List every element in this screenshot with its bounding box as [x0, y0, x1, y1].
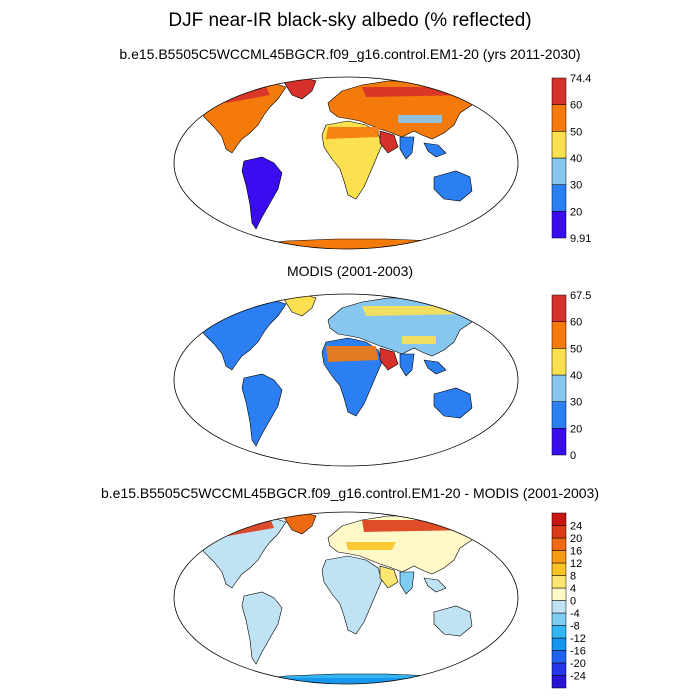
colorbar-tick-label: 40	[570, 153, 582, 165]
colorbar-tick-label: 16	[570, 546, 582, 558]
albedo-band-1	[362, 520, 472, 532]
albedo-band-3	[398, 115, 442, 123]
land-region-seAsia	[423, 142, 447, 158]
colorbar: 0 20 30 40 50 60 67.5	[551, 290, 591, 462]
colorbar-tick-label: 0	[570, 596, 576, 608]
colorbar-tick-label: 0	[570, 450, 576, 462]
colorbar-segment	[551, 537, 567, 551]
colorbar-segment	[551, 321, 567, 349]
colorbar-tick-label: 20	[570, 533, 582, 545]
land-region-greenland	[281, 77, 317, 100]
land-region-australia	[433, 605, 473, 637]
land-region-arabia	[379, 565, 399, 589]
colorbar-segment	[551, 77, 567, 105]
colorbar-segment	[551, 401, 567, 429]
colorbar-tick-label: 24	[570, 521, 582, 533]
colorbar-segment	[551, 374, 567, 402]
colorbar-tick-label: 60	[570, 317, 582, 329]
colorbar-tick-label: -4	[570, 608, 580, 620]
albedo-band-0	[221, 87, 270, 103]
colorbar-tick-label: 20	[570, 206, 582, 218]
colorbar-segment	[551, 637, 567, 651]
land-region-india	[399, 136, 415, 160]
colorbar-segment	[551, 675, 567, 689]
colorbar-tick-label: 12	[570, 558, 582, 570]
colorbar-tick-label: 50	[570, 343, 582, 355]
colorbar-segment	[551, 157, 567, 185]
colorbar-tick-label: 30	[570, 180, 582, 192]
panel2-map: 0 20 30 40 50 60 67.5	[173, 290, 591, 467]
albedo-band-1	[362, 87, 472, 97]
albedo-band-2	[346, 542, 396, 550]
colorbar-tick-label: 8	[570, 571, 576, 583]
colorbar-segment	[551, 587, 567, 601]
colorbar-tick-label: 50	[570, 126, 582, 138]
colorbar-tick-label: 20	[570, 423, 582, 435]
map-frame	[173, 293, 519, 467]
colorbar-segment	[551, 550, 567, 564]
colorbar-segment	[551, 211, 567, 239]
land-region-southAmerica	[241, 591, 283, 665]
land-region-australia	[433, 170, 473, 202]
colorbar-tick-label: -12	[570, 633, 586, 645]
colorbar-segment	[551, 294, 567, 322]
colorbar-tick-label: -20	[570, 658, 586, 670]
map-frame	[173, 511, 519, 685]
map-frame	[173, 76, 519, 250]
colorbar: 9.91 20 30 40 50 60 74.4	[551, 73, 591, 245]
panel3-subtitle: b.e15.B5505C5WCCML45BGCR.f09_g16.control…	[100, 485, 600, 501]
colorbar-tick-label: 40	[570, 370, 582, 382]
land-region-india	[399, 571, 415, 595]
colorbar-segment	[551, 512, 567, 526]
albedo-band-2	[402, 336, 436, 344]
colorbar-tick-label: 67.5	[570, 290, 591, 302]
colorbar-tick-label: 9.91	[570, 233, 591, 245]
colorbar-segment	[551, 650, 567, 664]
land-region-southAmerica	[241, 373, 283, 447]
panel1-subtitle: b.e15.B5505C5WCCML45BGCR.f09_g16.control…	[119, 46, 581, 62]
colorbar-segment	[551, 600, 567, 614]
colorbar-segment	[551, 575, 567, 589]
land-region-arabia	[379, 130, 399, 154]
land-region-greenland	[281, 512, 317, 535]
colorbar-tick-label: 4	[570, 583, 576, 595]
colorbar-tick-label: -8	[570, 621, 580, 633]
panel1-map: 9.91 20 30 40 50 60 74.4	[173, 73, 591, 250]
land-region-southAmerica	[241, 156, 283, 230]
colorbar-tick-label: 30	[570, 397, 582, 409]
colorbar-segment	[551, 131, 567, 159]
colorbar-segment	[551, 525, 567, 539]
land-region-australia	[433, 387, 473, 419]
albedo-band-0	[326, 346, 378, 362]
colorbar-tick-label: 60	[570, 100, 582, 112]
land-region-india	[399, 353, 415, 377]
land-region-arabia	[379, 347, 399, 371]
colorbar-segment	[551, 184, 567, 212]
colorbar-segment	[551, 562, 567, 576]
albedo-band-2	[326, 127, 380, 139]
land-region-africa	[321, 555, 383, 635]
land-region-northAmerica	[199, 297, 287, 371]
land-region-northAmerica	[199, 80, 287, 154]
colorbar-segment	[551, 662, 567, 676]
colorbar-tick-label: 74.4	[570, 73, 591, 85]
colorbar-segment	[551, 428, 567, 456]
colorbar-segment	[551, 348, 567, 376]
land-region-seAsia	[423, 359, 447, 375]
colorbar-segment	[551, 104, 567, 132]
land-region-antarctica	[246, 238, 467, 249]
colorbar-segment	[551, 625, 567, 639]
land-region-greenland	[281, 294, 317, 317]
colorbar-segment	[551, 612, 567, 626]
panel2-subtitle: MODIS (2001-2003)	[286, 263, 414, 279]
colorbar-tick-label: -16	[570, 646, 586, 658]
colorbar-tick-label: -24	[570, 671, 586, 683]
land-region-seAsia	[423, 577, 447, 593]
figure-title: DJF near-IR black-sky albedo (% reflecte…	[168, 10, 532, 31]
